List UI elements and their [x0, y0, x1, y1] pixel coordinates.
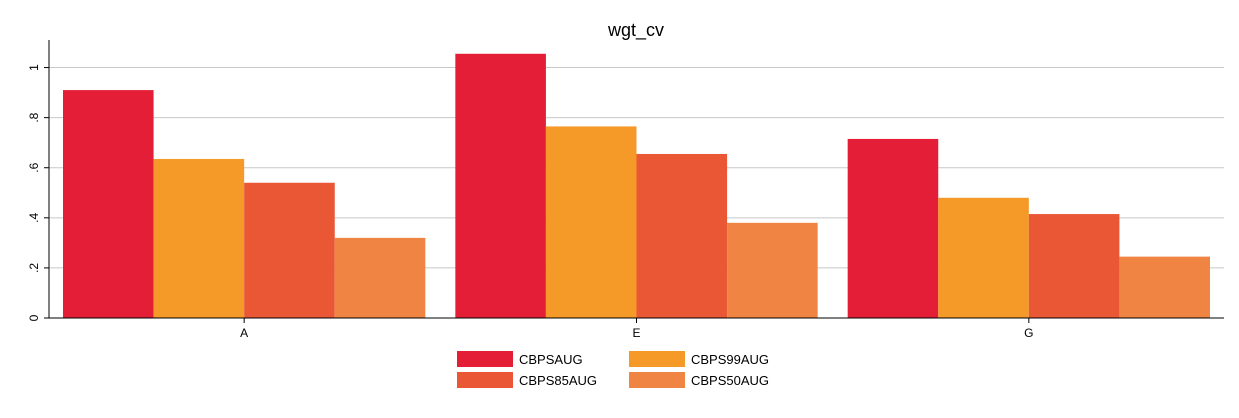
x-tick-label-0: A	[240, 326, 248, 340]
bar-cbps85aug-a	[244, 182, 335, 318]
bar-cbps99aug-g	[938, 197, 1029, 318]
bar-cbpsaug-g	[847, 138, 939, 318]
x-tick-label-1: E	[632, 326, 640, 340]
bar-cbps99aug-a	[153, 158, 245, 318]
bar-cbps50aug-e	[727, 222, 818, 318]
y-tick-label-3: .6	[27, 162, 41, 172]
bar-cbps50aug-g	[1119, 256, 1210, 318]
bar-cbpsaug-a	[63, 90, 154, 318]
bar-cbps85aug-g	[1028, 214, 1120, 318]
legend-label-cbps85aug: CBPS85AUG	[519, 373, 597, 388]
legend: CBPSAUG CBPS99AUG CBPS85AUG CBPS50AUG	[457, 351, 769, 388]
legend-swatch-cbps85aug	[457, 372, 513, 388]
legend-swatch-cbpsaug	[457, 351, 513, 367]
legend-swatch-cbps99aug	[629, 351, 685, 367]
bar-cbps50aug-a	[334, 237, 426, 318]
bar-cbps85aug-e	[636, 153, 728, 318]
y-tick-label-1: .2	[27, 263, 41, 273]
bar-cbpsaug-e	[455, 53, 546, 318]
y-tick-label-4: .8	[27, 112, 41, 122]
x-tick-label-2: G	[1024, 326, 1033, 340]
bars	[63, 53, 1210, 319]
chart-title: wgt_cv	[607, 20, 664, 41]
y-tick-label-2: .4	[27, 212, 41, 222]
legend-swatch-cbps50aug	[629, 372, 685, 388]
y-axis-ticks: 0 .2 .4 .6 .8 1	[27, 64, 49, 321]
bar-cbps99aug-e	[545, 126, 637, 319]
legend-label-cbpsaug: CBPSAUG	[519, 352, 583, 367]
y-tick-label-5: 1	[27, 64, 41, 71]
y-tick-label-0: 0	[27, 314, 41, 321]
legend-label-cbps50aug: CBPS50AUG	[691, 373, 769, 388]
legend-label-cbps99aug: CBPS99AUG	[691, 352, 769, 367]
